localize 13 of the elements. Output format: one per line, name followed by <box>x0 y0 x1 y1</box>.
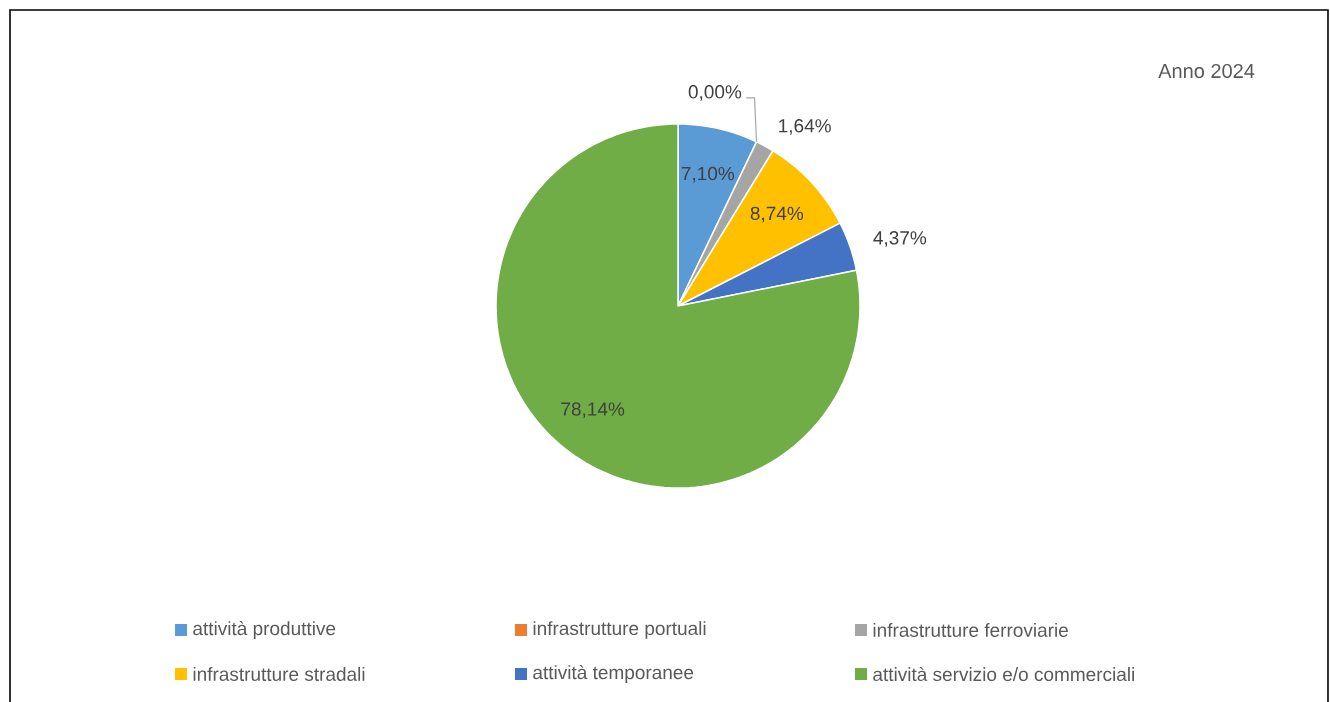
legend-label: infrastrutture ferroviarie <box>873 623 1068 637</box>
data-label: 7,10% <box>681 166 735 183</box>
legend-label: attività temporanee <box>533 665 694 683</box>
legend-label: infrastrutture portuali <box>533 621 706 639</box>
data-label: 1,64% <box>779 119 831 135</box>
text: 0,00% <box>688 85 742 101</box>
legend-label: infrastrutture stradali <box>193 667 365 681</box>
legend-label: attività servizio e/o commerciali <box>873 666 1134 682</box>
data-label: 8,74% <box>750 206 804 223</box>
text: Anno 2024 <box>1158 63 1255 79</box>
data-label: 4,37% <box>873 231 927 247</box>
legend-label: attività produttive <box>193 621 336 639</box>
data-label: 78,14% <box>561 402 625 419</box>
